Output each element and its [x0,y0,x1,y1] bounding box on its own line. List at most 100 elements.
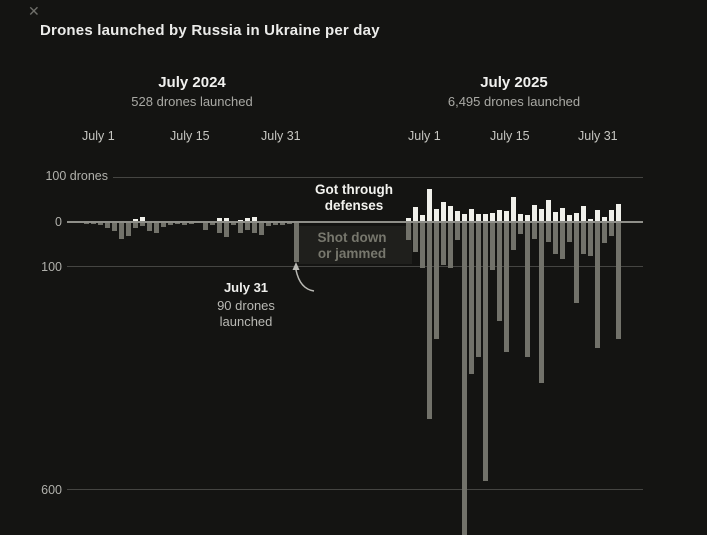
bar-shot-down [105,223,110,228]
bar-shot-down [532,223,537,239]
bar-shot-down [609,223,614,237]
bar-shot-down [518,223,523,235]
bar-shot-down [595,223,600,348]
bar-shot-down [280,223,285,225]
gridline-neg100 [67,266,643,267]
bar-shot-down [98,223,103,226]
bar-shot-down [497,223,502,321]
bar-shot-down [175,223,180,225]
bar-got-through [245,217,250,222]
bar-got-through [588,219,593,222]
bar-shot-down [406,223,411,240]
bar-got-through [490,213,495,222]
bar-shot-down [581,223,586,255]
bar-shot-down [224,223,229,238]
tick-2024-jul1: July 1 [82,129,115,143]
chart-page: { "icons": { "close": "✕" }, "title": "D… [28,3,643,535]
bar-shot-down [539,223,544,384]
annotation-heading: July 31 [223,280,269,295]
bar-shot-down [154,223,159,233]
bar-shot-down [462,223,467,535]
gridline-neg600 [67,489,643,490]
annotation-line1: 90 drones [217,298,275,313]
group-subheading-2024: 528 drones launched [131,94,253,109]
legend-got-through-line2: defenses [324,198,384,213]
bar-got-through [609,209,614,222]
yaxis-label-0: 0 [55,215,62,229]
bar-shot-down [273,223,278,225]
bar-got-through [504,211,509,222]
bar-shot-down [112,223,117,231]
close-icon[interactable]: ✕ [28,3,40,19]
bar-got-through [140,216,145,222]
bar-shot-down [266,223,271,226]
bar-shot-down [217,223,222,233]
bar-shot-down [259,223,264,235]
bar-shot-down [469,223,474,375]
bar-got-through [497,210,502,222]
bar-got-through [441,202,446,222]
annotation-arrow-icon [292,262,315,292]
bar-got-through [406,218,411,222]
bar-got-through [448,205,453,222]
bar-shot-down [91,223,96,224]
bar-got-through [581,205,586,222]
bar-got-through [476,213,481,222]
bar-got-through [462,213,467,222]
bar-got-through [224,218,229,222]
bar-shot-down [560,223,565,259]
bar-shot-down [294,223,299,263]
bar-shot-down [455,223,460,240]
bar-shot-down [119,223,124,240]
bar-got-through [518,213,523,222]
bar-shot-down [434,223,439,339]
page-title: Drones launched by Russia in Ukraine per… [40,22,380,39]
bar-got-through [567,214,572,222]
bar-shot-down [126,223,131,237]
yaxis-label-neg100: 100 [41,260,62,274]
bar-shot-down [203,223,208,231]
tick-2024-jul15: July 15 [170,129,210,143]
bar-shot-down [133,223,138,228]
zero-axis-line [67,221,643,223]
bar-got-through [434,208,439,222]
bar-shot-down [189,223,194,224]
bar-shot-down [161,223,166,227]
bar-shot-down [182,223,187,225]
bar-got-through [469,208,474,222]
gridline-100 [113,177,643,178]
legend-shot-down-line1: Shot down [317,230,387,245]
legend-down-background [298,226,412,264]
bar-shot-down [602,223,607,244]
bar-got-through [539,208,544,222]
bar-shot-down [245,223,250,231]
bar-shot-down [238,223,243,233]
bar-got-through [595,209,600,222]
bar-shot-down [504,223,509,353]
bar-shot-down [210,223,215,226]
bar-shot-down [448,223,453,268]
bar-shot-down [140,223,145,226]
bar-shot-down [490,223,495,270]
bar-shot-down [567,223,572,242]
bar-got-through [427,189,432,222]
bar-shot-down [231,223,236,226]
bar-got-through [511,197,516,222]
bar-got-through [574,212,579,222]
bar-shot-down [483,223,488,482]
legend-got-through-line1: Got through [315,182,393,197]
bar-shot-down [168,223,173,226]
annotation-line2: launched [219,314,273,329]
group-heading-2025: July 2025 [480,74,548,91]
tick-2024-jul31: July 31 [261,129,301,143]
bar-shot-down [252,223,257,233]
bar-shot-down [147,223,152,231]
bar-shot-down [441,223,446,266]
bar-got-through [553,211,558,222]
tick-2025-jul31: July 31 [578,129,618,143]
bar-got-through [525,215,530,222]
bar-shot-down [553,223,558,255]
bar-got-through [616,204,621,222]
bar-shot-down [511,223,516,250]
bar-got-through [217,217,222,222]
